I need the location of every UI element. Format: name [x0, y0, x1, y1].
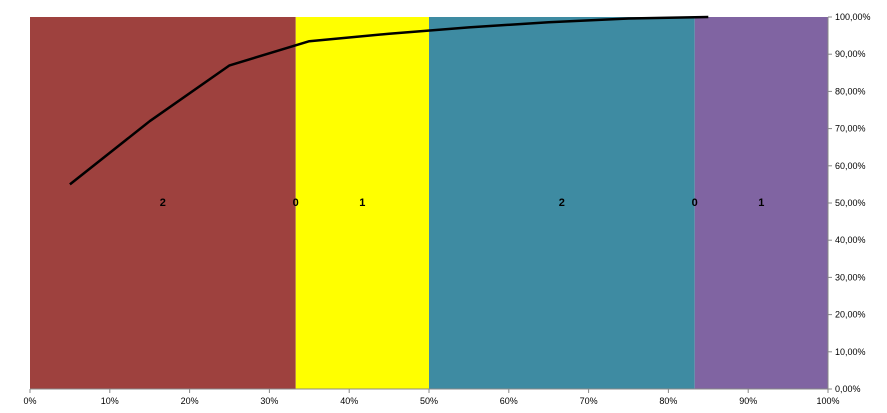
y-tick-label-7: 70,00%: [835, 124, 866, 134]
x-axis-ticks: 0% 10% 20% 30% 40% 50% 60% 70% 80% 90% 100%: [23, 389, 840, 406]
y-tick-label-8: 80,00%: [835, 86, 866, 96]
x-tick-label-8: 80%: [659, 396, 677, 406]
cumulative-line: [69, 15, 709, 186]
segment-bar-2: [295, 17, 429, 389]
x-tick-label-2: 20%: [181, 396, 199, 406]
y-tick-label-5: 50,00%: [835, 198, 866, 208]
segment-label-1: 0: [293, 197, 299, 209]
segment-bar-3: [429, 17, 695, 389]
x-tick-label-4: 40%: [340, 396, 358, 406]
y-axis-ticks: 0,00% 10,00% 20,00% 30,00% 40,00% 50,00% 60,00…: [828, 12, 871, 394]
x-tick-label-3: 30%: [260, 396, 278, 406]
y-tick-label-1: 10,00%: [835, 347, 866, 357]
y-tick-label-2: 20,00%: [835, 310, 866, 320]
x-tick-label-7: 70%: [580, 396, 598, 406]
y-tick-label-9: 90,00%: [835, 49, 866, 59]
x-tick-label-5: 50%: [420, 396, 438, 406]
y-tick-label-0: 0,00%: [835, 384, 861, 394]
x-tick-label-9: 90%: [739, 396, 757, 406]
segment-label-3: 2: [559, 197, 565, 209]
x-tick-label-6: 60%: [500, 396, 518, 406]
x-tick-label-10: 100%: [816, 396, 839, 406]
segment-bar-5: [694, 17, 828, 389]
y-tick-label-4: 40,00%: [835, 235, 866, 245]
segments-group: [30, 17, 828, 389]
y-tick-label-10: 100,00%: [835, 12, 871, 22]
segment-label-0: 2: [160, 197, 166, 209]
segment-bar-0: [30, 17, 296, 389]
y-tick-label-6: 60,00%: [835, 161, 866, 171]
segment-label-4: 0: [692, 197, 698, 209]
y-tick-label-3: 30,00%: [835, 272, 866, 282]
segment-labels-group: 2 0 1 2 0 1: [160, 197, 765, 209]
segment-label-2: 1: [359, 197, 365, 209]
x-tick-label-1: 10%: [101, 396, 119, 406]
segment-label-5: 1: [758, 197, 764, 209]
x-tick-label-0: 0%: [23, 396, 36, 406]
